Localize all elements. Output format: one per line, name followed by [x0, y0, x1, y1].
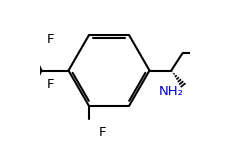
Text: NH₂: NH₂: [158, 85, 183, 98]
Text: F: F: [47, 78, 54, 91]
Text: F: F: [98, 126, 106, 139]
Text: F: F: [47, 33, 54, 46]
